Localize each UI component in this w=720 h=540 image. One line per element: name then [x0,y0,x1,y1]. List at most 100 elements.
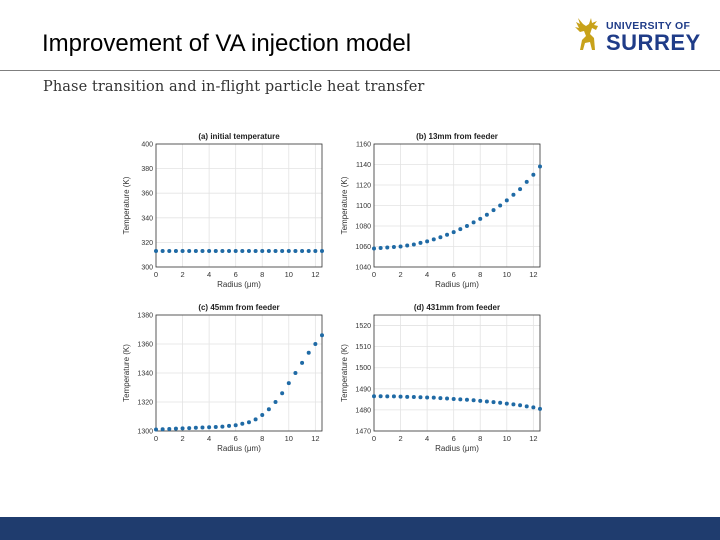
data-point [478,398,483,403]
y-tick-label: 1360 [137,342,153,349]
x-tick-label: 12 [311,434,319,443]
x-tick-label: 12 [529,270,537,279]
plot-frame [155,143,323,268]
data-point [478,216,483,221]
plot-frame [373,314,541,432]
data-point [286,381,291,386]
data-point [253,249,258,254]
data-point [280,249,285,254]
y-tick-label: 360 [141,191,153,198]
x-tick-label: 8 [260,434,264,443]
data-point [233,249,238,254]
data-point [227,423,232,428]
y-tick-label: 340 [141,215,153,222]
data-point [458,227,463,232]
y-tick-label: 1500 [355,365,371,372]
stag-icon [575,18,598,50]
data-point [518,187,523,192]
data-point [484,212,489,217]
data-point [227,249,232,254]
x-tick-label: 2 [398,270,402,279]
y-tick-label: 1300 [137,429,153,436]
logo-surrey: SURREY [606,30,701,55]
data-point [207,425,212,430]
x-tick-label: 10 [503,270,511,279]
data-point [220,249,225,254]
x-axis-label: Radius (μm) [435,444,479,453]
x-tick-label: 4 [425,270,429,279]
data-point [405,243,410,248]
data-point [464,397,469,402]
x-axis-label: Radius (μm) [217,444,261,453]
y-tick-label: 1160 [356,142,371,149]
y-axis-label: Temperature (K) [340,344,349,402]
data-point [187,426,192,431]
data-point [538,406,542,411]
title-divider [0,70,720,71]
x-tick-label: 10 [503,434,511,443]
x-tick-label: 6 [452,434,456,443]
chart-panel-2: 0 2 4 6 8 10 12 1040 1060 1080 1100 1120 1140 1160 (b)… [340,132,542,289]
x-tick-label: 4 [425,434,429,443]
data-point [538,164,542,169]
page-subtitle: Phase transition and in-flight particle … [43,79,425,95]
data-point [471,220,476,225]
data-point [200,249,205,254]
data-point [266,249,271,254]
x-tick-label: 6 [234,270,238,279]
x-tick-label: 8 [260,270,264,279]
data-point [372,246,376,251]
data-point [504,198,509,203]
data-point [320,333,324,338]
chart-panel-1: 0 2 4 6 8 10 12 300 320 340 360 380 400 (a) initial t… [122,132,324,289]
y-tick-label: 1490 [355,386,371,393]
data-point [418,395,423,400]
data-point [300,249,305,254]
data-point [518,403,523,408]
chart-title: (c) 45mm from feeder [198,303,279,312]
data-point [160,249,165,254]
data-point [445,232,450,237]
data-point [491,400,496,405]
data-point [451,230,456,235]
data-point [405,394,410,399]
data-point [464,224,469,228]
data-point [438,235,443,240]
data-point [484,399,489,404]
data-point [313,249,318,254]
y-tick-label: 300 [141,265,153,272]
data-point [531,172,536,177]
y-tick-label: 1140 [356,162,371,169]
x-tick-label: 8 [478,434,482,443]
data-point [154,249,158,254]
data-point [425,395,430,400]
data-point [524,179,529,184]
data-point [498,400,503,405]
data-point [398,394,403,399]
data-point [458,397,463,402]
data-point [378,246,383,251]
y-tick-label: 1380 [137,313,153,320]
x-tick-label: 0 [372,434,376,443]
y-tick-label: 1340 [137,371,153,378]
data-point [411,242,416,247]
chart-panel-3: 0 2 4 6 8 10 12 1300 1320 1340 1360 1380 (c) 45mm fr… [122,303,324,453]
data-point [418,240,423,245]
y-tick-label: 1080 [355,224,371,231]
x-tick-label: 4 [207,434,211,443]
x-tick-label: 0 [372,270,376,279]
page-title: Improvement of VA injection model [42,30,412,57]
data-point [293,371,298,375]
plot-frame [373,143,541,268]
x-tick-label: 6 [234,434,238,443]
data-point [391,245,396,250]
y-axis-label: Temperature (K) [122,176,131,234]
y-tick-label: 1320 [137,400,153,407]
x-tick-label: 2 [180,434,184,443]
y-tick-label: 1040 [355,265,371,272]
data-point [240,249,245,254]
chart-title: (d) 431mm from feeder [414,303,500,312]
data-point [438,396,443,401]
data-point [372,394,376,399]
data-point [425,239,430,244]
